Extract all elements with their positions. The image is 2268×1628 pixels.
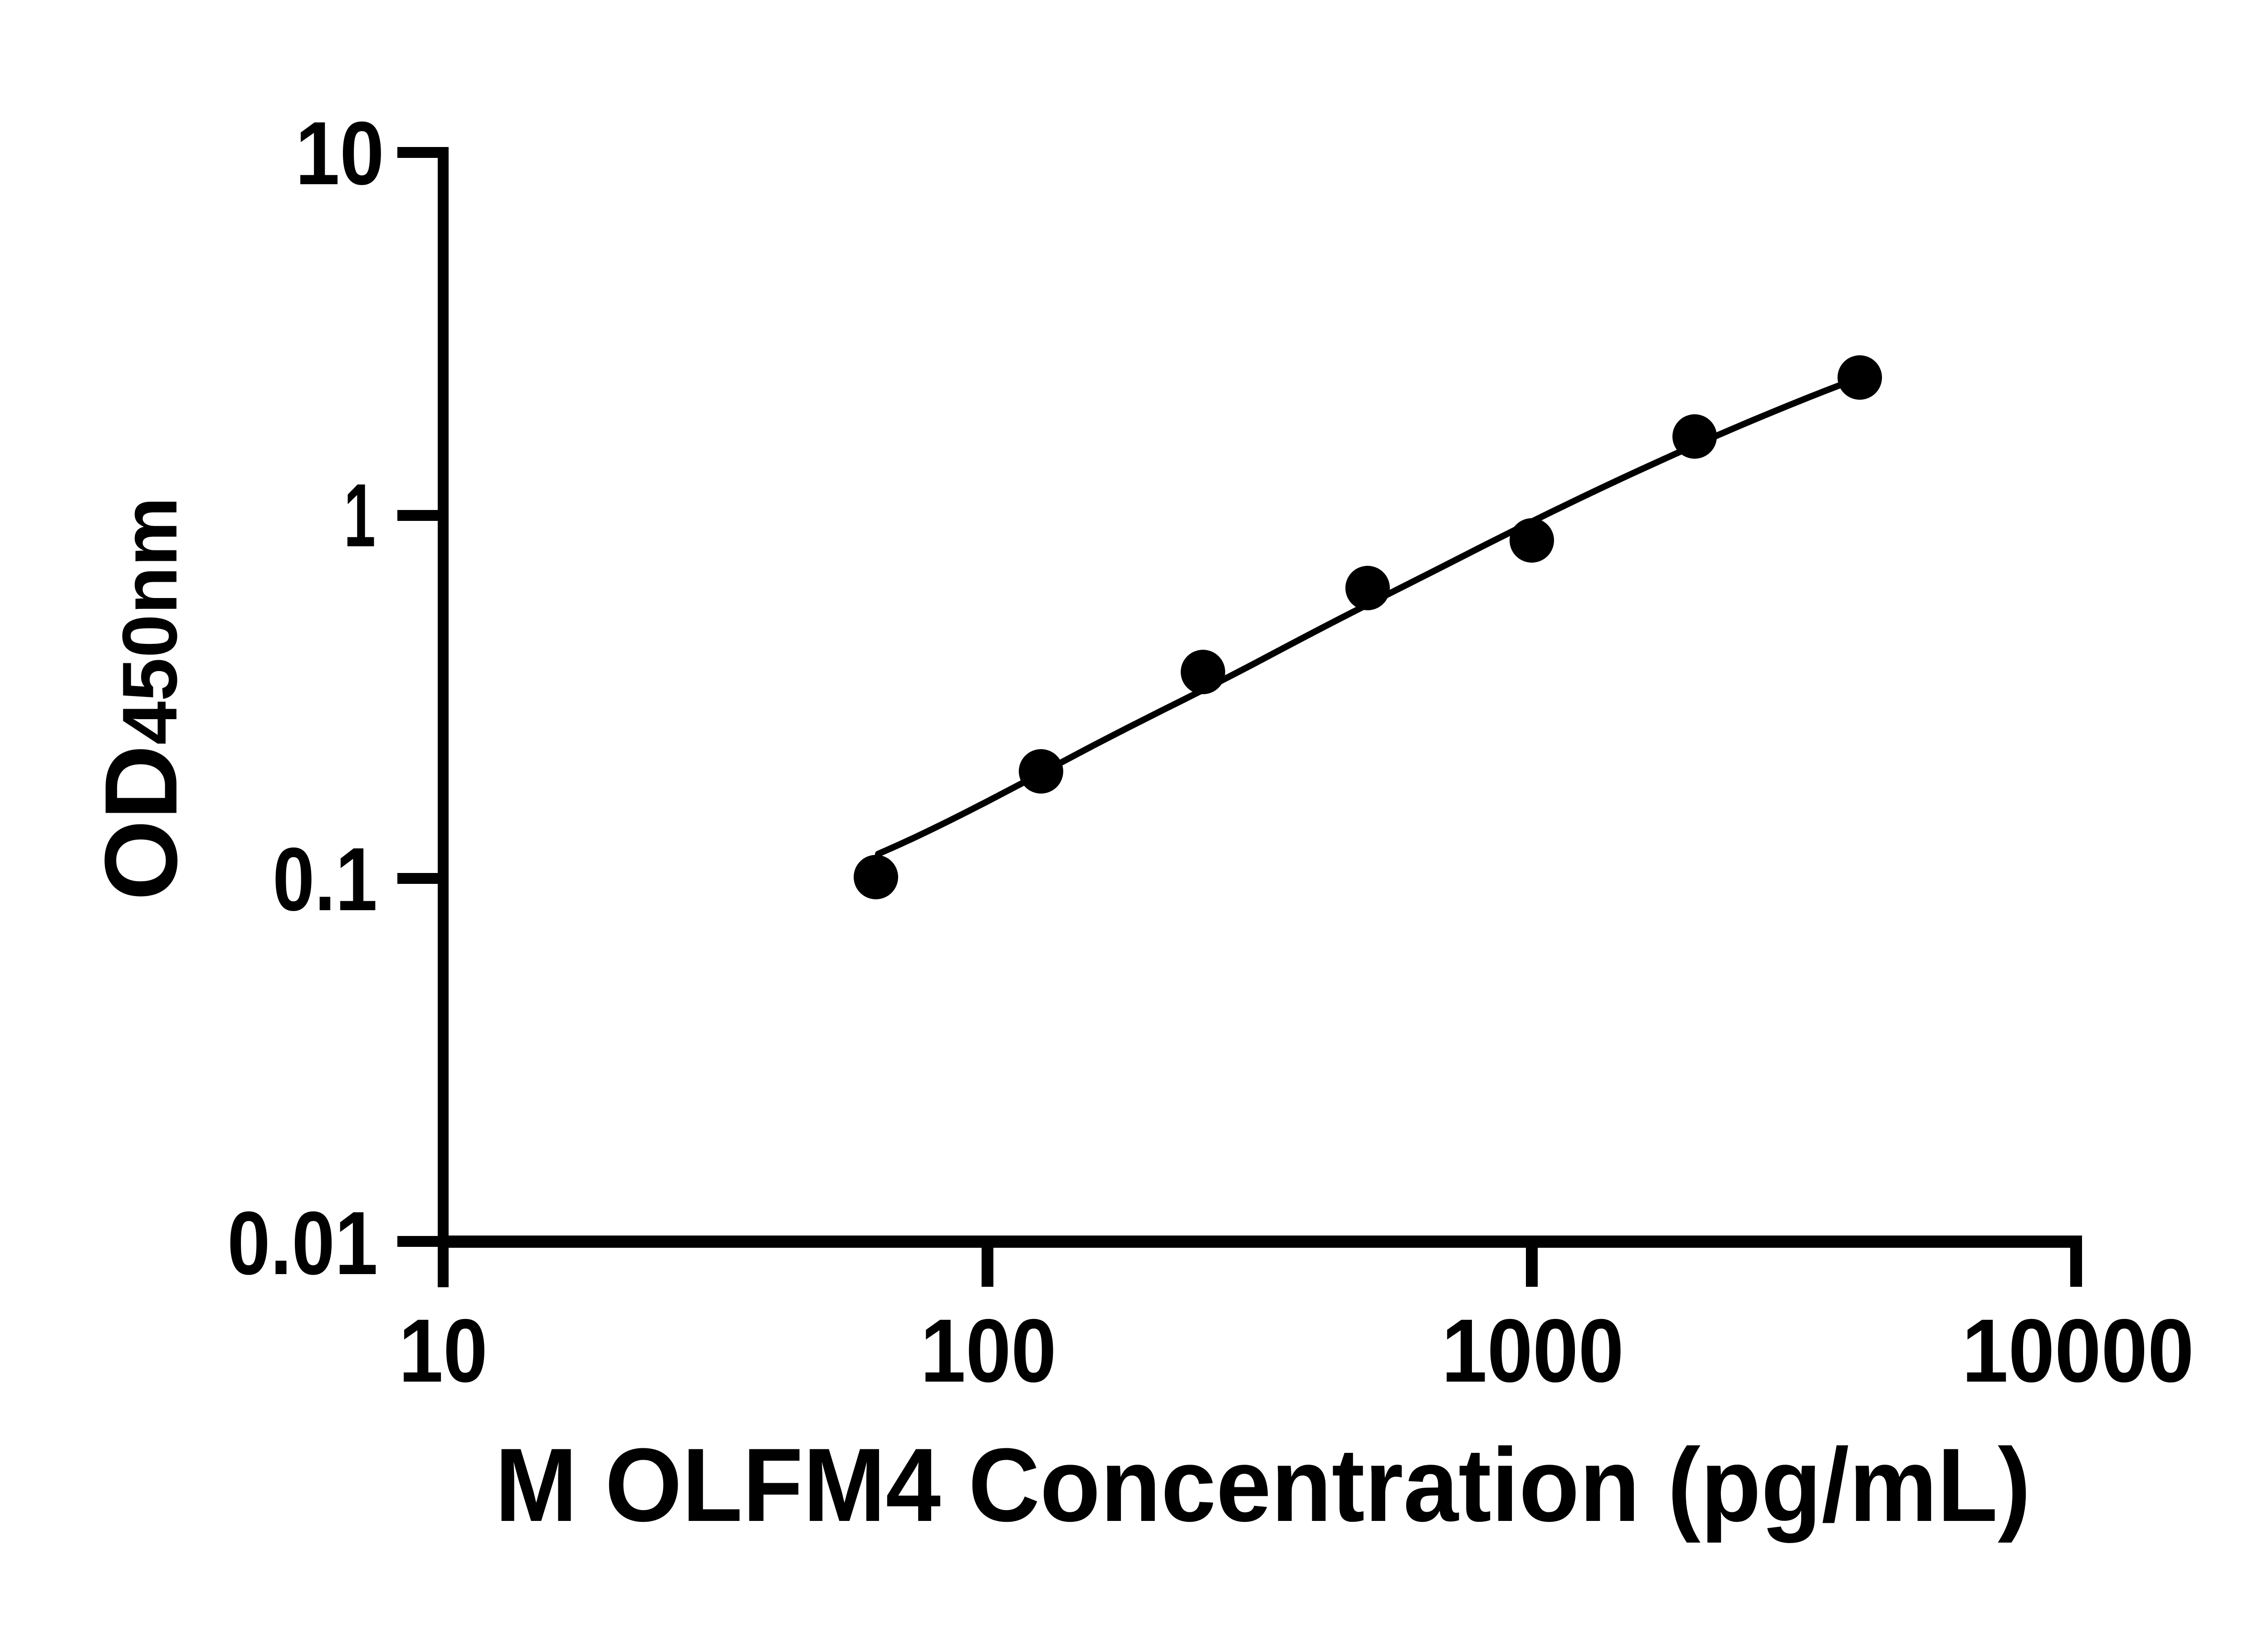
svg-text:1000: 1000 <box>1442 1300 1624 1401</box>
svg-text:100: 100 <box>920 1300 1056 1401</box>
svg-text:10000: 10000 <box>1962 1300 2194 1401</box>
svg-text:OD450nm: OD450nm <box>84 497 199 901</box>
svg-text:10: 10 <box>295 103 384 203</box>
svg-text:0.01: 0.01 <box>227 1193 378 1293</box>
svg-text:0.1: 0.1 <box>273 829 377 929</box>
svg-text:M OLFM4 Concentration (pg/mL): M OLFM4 Concentration (pg/mL) <box>495 1427 2031 1543</box>
svg-text:1: 1 <box>344 465 376 565</box>
svg-text:10: 10 <box>399 1300 488 1401</box>
